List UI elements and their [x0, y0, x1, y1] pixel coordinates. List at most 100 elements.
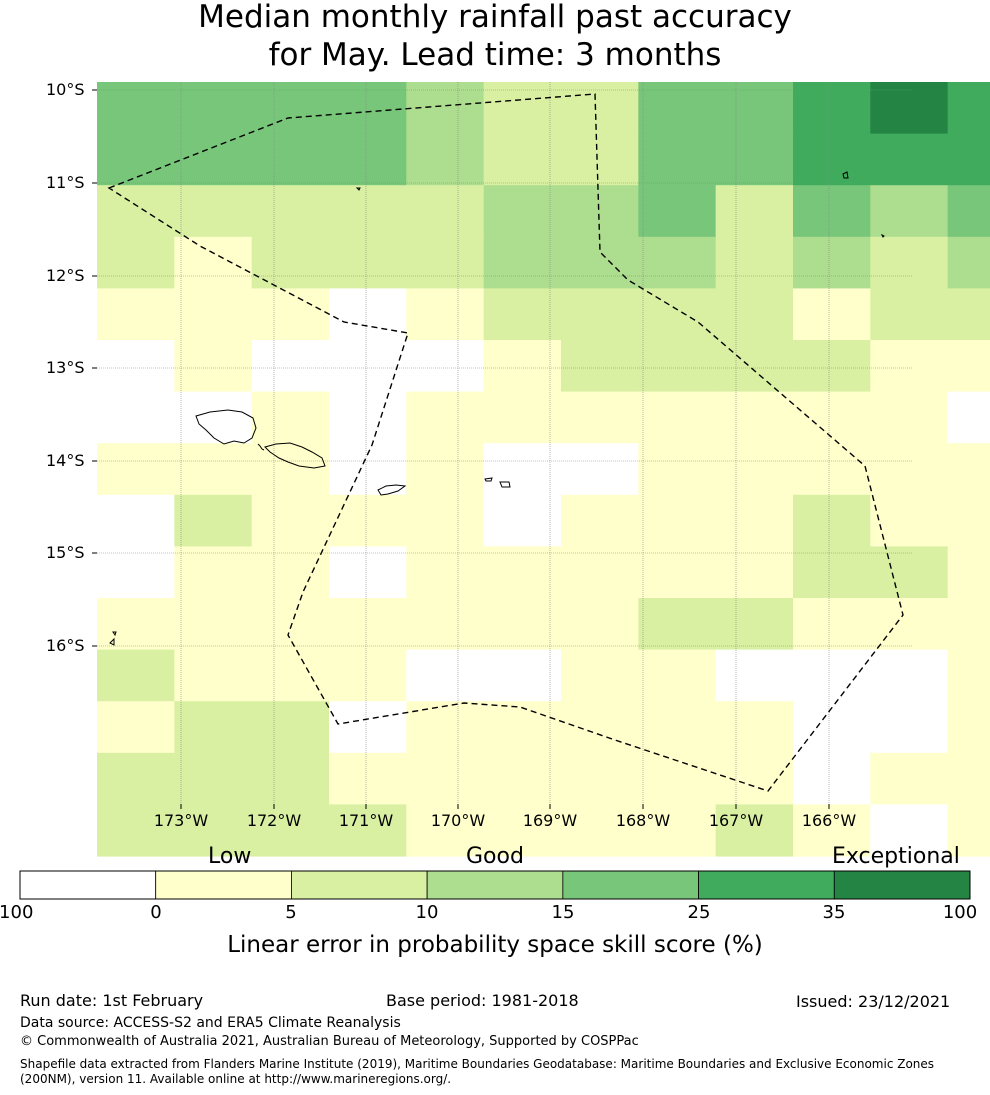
- grid-cell: [97, 82, 175, 135]
- lon-label: 172°W: [246, 811, 302, 830]
- grid-cell: [329, 752, 407, 805]
- grid-cell: [947, 701, 990, 754]
- grid-cell: [947, 82, 990, 135]
- grid-cell: [174, 598, 253, 651]
- grid-cell: [329, 546, 407, 599]
- grid-cell: [251, 133, 330, 186]
- grid-cell: [406, 598, 485, 651]
- grid-cell: [561, 546, 639, 599]
- grid-cell: [947, 649, 990, 702]
- grid-cell: [870, 82, 949, 135]
- grid-cell: [251, 185, 330, 238]
- grid-cell: [174, 494, 253, 547]
- grid-cell: [715, 546, 794, 599]
- grid-cell: [638, 443, 717, 496]
- grid-cell: [947, 340, 990, 393]
- grid-cell: [483, 649, 562, 702]
- skill-grid: [97, 82, 990, 857]
- grid-cell: [251, 494, 330, 547]
- grid-cell: [174, 185, 253, 238]
- grid-cell: [251, 288, 330, 341]
- grid-cell: [97, 752, 175, 805]
- grid-cell: [97, 701, 175, 754]
- run-date: Run date: 1st February: [20, 991, 204, 1010]
- islet-samoa: [257, 443, 265, 451]
- grid-cell: [406, 185, 485, 238]
- grid-cell: [870, 236, 949, 289]
- grid-cell: [97, 236, 175, 289]
- colorbar-tick-label: -100: [0, 902, 34, 923]
- grid-cell: [561, 391, 639, 444]
- grid-cell: [561, 443, 639, 496]
- grid-cell: [715, 288, 794, 341]
- colorbar-swatch: [291, 870, 428, 900]
- grid-cell: [329, 340, 407, 393]
- grid-cell: [638, 185, 717, 238]
- grid-cell: [406, 443, 485, 496]
- grid-cell: [483, 546, 562, 599]
- grid-cell: [329, 288, 407, 341]
- islet-east: [880, 233, 885, 238]
- grid-cell: [251, 443, 330, 496]
- grid-cell: [561, 494, 639, 547]
- grid-cell: [947, 185, 990, 238]
- grid-cell: [561, 288, 639, 341]
- grid-cell: [174, 340, 253, 393]
- lat-label: 15°S: [46, 543, 85, 562]
- grid-cell: [870, 133, 949, 186]
- grid-cell: [715, 443, 794, 496]
- grid-cell: [329, 82, 407, 135]
- grid-cell: [561, 752, 639, 805]
- grid-cell: [483, 185, 562, 238]
- grid-cell: [329, 133, 407, 186]
- grid-cell: [483, 133, 562, 186]
- grid-cell: [174, 701, 253, 754]
- grid-cell: [947, 546, 990, 599]
- grid-cell: [793, 82, 871, 135]
- grid-cell: [483, 494, 562, 547]
- colorbar-tick-label: 100: [942, 902, 978, 923]
- island-upolu: [264, 442, 326, 469]
- grid-cell: [793, 494, 871, 547]
- grid-cell: [406, 391, 485, 444]
- grid-cell: [483, 804, 562, 857]
- grid-cell: [793, 804, 871, 857]
- grid-cell: [483, 391, 562, 444]
- grid-cell: [251, 340, 330, 393]
- grid-cell: [406, 236, 485, 289]
- colorbar-tick-label: 15: [551, 902, 575, 923]
- lon-label: 170°W: [430, 811, 486, 830]
- grid-cell: [561, 701, 639, 754]
- grid-cell: [715, 598, 794, 651]
- grid-cell: [947, 288, 990, 341]
- grid-cell: [174, 391, 253, 444]
- grid-cell: [251, 598, 330, 651]
- grid-cell: [251, 391, 330, 444]
- grid-cell: [329, 804, 407, 857]
- grid-cell: [406, 288, 485, 341]
- grid-cell: [174, 443, 253, 496]
- grid-cell: [406, 701, 485, 754]
- lon-label: 168°W: [615, 811, 671, 830]
- data-source: Data source: ACCESS-S2 and ERA5 Climate …: [20, 1015, 401, 1031]
- grid-cell: [251, 546, 330, 599]
- lat-label: 11°S: [46, 173, 85, 192]
- grid-cell: [97, 598, 175, 651]
- map-title-line-1: Median monthly rainfall past accuracy: [198, 0, 792, 35]
- grid-cell: [793, 340, 871, 393]
- grid-cell: [793, 133, 871, 186]
- grid-cell: [97, 133, 175, 186]
- colorbar-swatch: [562, 870, 699, 900]
- grid-cell: [947, 443, 990, 496]
- grid-cell: [483, 82, 562, 135]
- grid-cell: [406, 133, 485, 186]
- colorbar-swatches: [19, 870, 971, 900]
- grid-cell: [329, 236, 407, 289]
- shapefile-credit-line-2: (200NM), version 11. Available online at…: [20, 1072, 452, 1086]
- shapefile-credit-line-1: Shapefile data extracted from Flanders M…: [20, 1057, 935, 1071]
- grid-cell: [329, 701, 407, 754]
- grid-cell: [97, 288, 175, 341]
- grid-cell: [793, 288, 871, 341]
- colorbar-tick-label: 5: [285, 902, 297, 923]
